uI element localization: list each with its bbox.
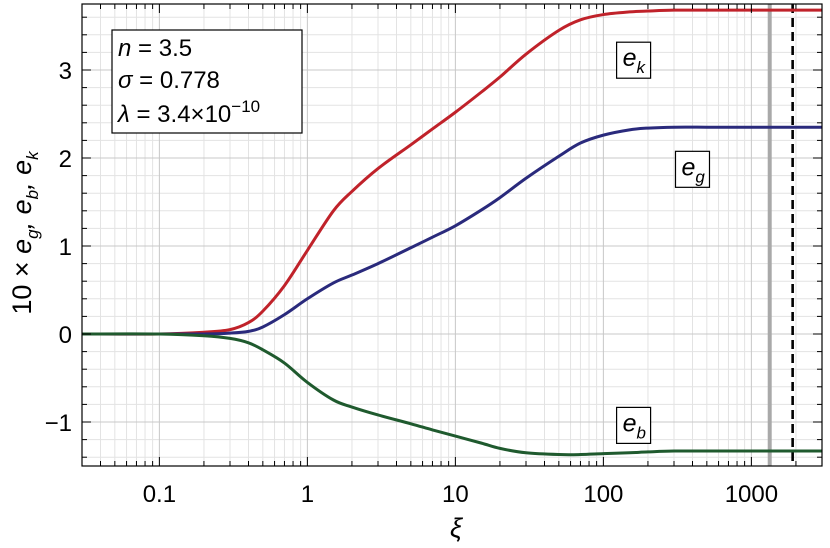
parameter-box: n = 3.5 σ = 0.778 λ = 3.4×10−10 [111, 29, 303, 134]
vertical-lines [767, 4, 794, 466]
parameter-box-frame [111, 29, 303, 134]
x-tick-labels: 0.1 1 10 100 1000 [143, 481, 778, 508]
y-tick-label: −1 [45, 410, 72, 437]
y-tick-label: 2 [59, 146, 72, 173]
y-tick-label: 3 [59, 58, 72, 85]
curve-label-text: eg [681, 153, 705, 186]
curve-label-text: eb [623, 409, 646, 442]
curve-label-e-g: eg [674, 150, 711, 188]
series-lines [81, 8, 822, 457]
axis-ticks [81, 4, 823, 466]
x-tick-label: 1 [301, 481, 314, 508]
y-tick-label: 1 [59, 234, 72, 261]
x-axis-title: ξ [450, 513, 464, 543]
curve-label-text: ek [623, 44, 647, 77]
x-tick-label: 10 [442, 481, 469, 508]
series-line-e-k [81, 8, 822, 336]
y-axis-title-text: 10 × [7, 254, 37, 315]
parameter-lambda: λ = 3.4×10−10 [116, 97, 260, 128]
x-tick-label: 0.1 [143, 481, 176, 508]
x-tick-label: 1000 [725, 481, 778, 508]
curve-label-e-k: ek [615, 41, 652, 79]
y-axis-title: 10 × eg, eb, ek [7, 150, 42, 315]
curve-label-box [615, 406, 652, 444]
x-tick-label: 100 [583, 481, 623, 508]
curve-label-box [615, 41, 652, 79]
series-line-e-g [82, 125, 822, 336]
y-tick-labels: −1 0 1 2 3 [45, 58, 72, 437]
curve-label-box [674, 150, 711, 188]
curve-labels: ek eg eb [615, 41, 711, 444]
parameter-sigma: σ = 0.778 [118, 67, 220, 94]
plot-frame [81, 3, 823, 467]
parameter-n: n = 3.5 [118, 35, 192, 62]
y-tick-label: 0 [59, 322, 72, 349]
series-line-e-b [81, 332, 822, 457]
curve-label-e-b: eb [615, 406, 652, 444]
